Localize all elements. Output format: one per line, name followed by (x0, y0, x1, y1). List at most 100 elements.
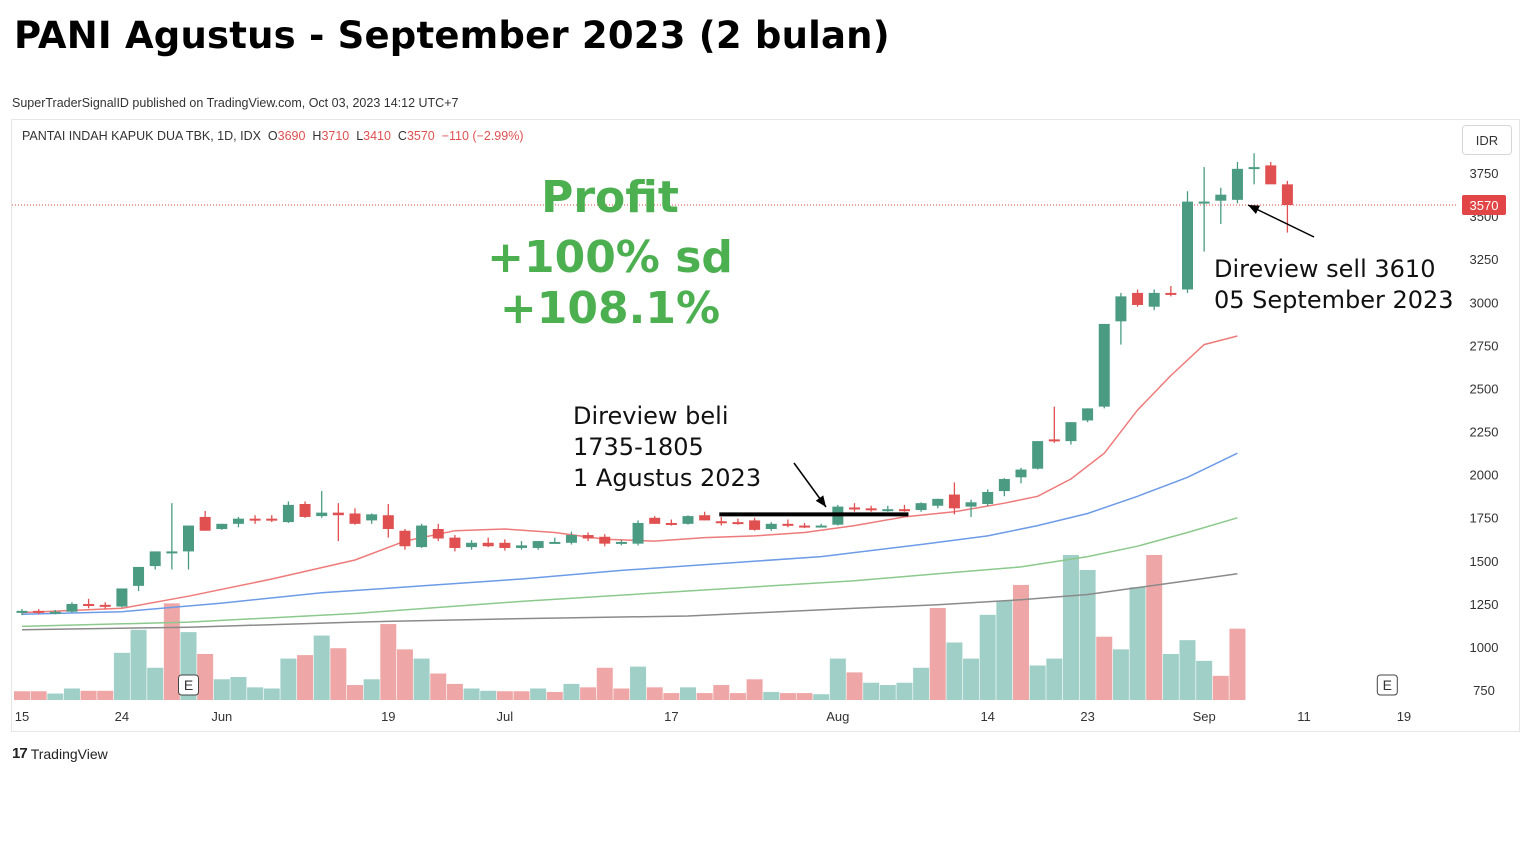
volume-bar (530, 688, 547, 700)
candle-body (749, 520, 761, 530)
candle-body (982, 491, 994, 505)
volume-bar (496, 691, 513, 700)
volume-bar (413, 658, 430, 700)
x-tick-label: 11 (1297, 709, 1311, 724)
volume-bar (513, 691, 530, 700)
volume-bar (47, 693, 64, 700)
low-label: L (356, 129, 364, 143)
candle-body (1198, 201, 1210, 204)
candle-body (266, 518, 278, 521)
last-price-badge (1462, 195, 1506, 216)
volume-bar (996, 601, 1013, 700)
candle-body (466, 542, 478, 548)
buy-annotation: Direview beli 1735-1805 1 Agustus 2023 (573, 401, 761, 494)
x-tick-label: 24 (115, 709, 129, 724)
symbol-name: PANTAI INDAH KAPUK DUA TBK, 1D, IDX (22, 129, 261, 143)
candle-body (682, 516, 694, 524)
x-tick-label: 19 (1397, 709, 1411, 724)
candle-body (1015, 469, 1027, 478)
moving-average-line (21, 335, 1238, 614)
candle-body (516, 545, 527, 548)
y-tick-label: 2000 (1470, 468, 1499, 483)
volume-bar (263, 688, 280, 700)
y-tick-label: 2250 (1470, 425, 1499, 440)
x-tick-label: Sep (1193, 709, 1216, 724)
volume-bar (1212, 675, 1229, 700)
sell-annotation: Direview sell 3610 05 September 2023 (1214, 254, 1454, 316)
published-info: SuperTraderSignalID published on Trading… (12, 96, 459, 110)
volume-bar (746, 679, 763, 700)
low-value: 3410 (363, 129, 391, 143)
sell-annotation-line-1: Direview sell 3610 (1214, 255, 1436, 283)
volume-bar (1196, 660, 1213, 700)
candle-body (632, 522, 644, 544)
volume-bar (14, 691, 30, 700)
volume-bar (380, 624, 397, 700)
volume-bar (30, 691, 47, 700)
volume-bar (929, 607, 946, 700)
currency-button[interactable]: IDR (1462, 125, 1512, 155)
candle-body (882, 509, 894, 512)
y-tick-label: 3250 (1470, 252, 1499, 267)
candle-body (249, 518, 261, 521)
buy-annotation-line-2: 1735-1805 (573, 433, 704, 461)
volume-bar (430, 673, 447, 700)
moving-average-line (21, 517, 1238, 628)
candle-body (932, 498, 944, 506)
earnings-marker-label: E (1383, 677, 1392, 693)
volume-bar (1112, 649, 1129, 700)
volume-bar (347, 685, 363, 700)
high-label: H (312, 129, 322, 143)
volume-bar (280, 658, 297, 700)
candle-body (49, 611, 61, 614)
candle-body (316, 512, 328, 517)
candle-body (366, 514, 378, 521)
earnings-marker-box (1376, 674, 1398, 696)
x-tick-label: Jun (211, 709, 232, 724)
candle-body (1115, 296, 1127, 322)
candle-body (1132, 292, 1144, 305)
x-tick-label: Jul (497, 709, 514, 724)
volume-bar (846, 672, 863, 700)
candle-body (499, 542, 511, 548)
buy-arrow-head (815, 495, 826, 507)
volume-bar (863, 682, 880, 700)
candle-body (782, 523, 794, 526)
x-tick-label: 23 (1080, 709, 1094, 724)
candle-body (1065, 422, 1077, 442)
x-tick-label: Aug (826, 709, 849, 724)
volume-bar (1062, 555, 1079, 700)
tradingview-logo-icon: 17 (12, 745, 28, 762)
candle-body (1281, 184, 1293, 206)
volume-bar (879, 685, 896, 700)
volume-bar (197, 653, 214, 700)
earnings-marker-label: E (184, 677, 193, 693)
tradingview-brand[interactable]: 17 TradingView (12, 745, 108, 762)
candle-body (133, 566, 145, 586)
y-tick-label: 3000 (1470, 295, 1499, 310)
candle-body (1182, 201, 1193, 290)
profit-label: Profit (541, 172, 679, 223)
volume-bar (913, 667, 930, 700)
candle-body (1098, 323, 1110, 407)
candle-body (232, 518, 244, 524)
profit-range: +100% sd +108.1% (487, 232, 733, 334)
volume-bar (1162, 653, 1179, 700)
candle-body (432, 529, 444, 539)
volume-bar (147, 667, 164, 700)
sell-annotation-line-2: 05 September 2023 (1214, 286, 1454, 314)
volume-bar (680, 687, 696, 700)
volume-bar (363, 679, 380, 700)
sell-arrow (1247, 204, 1315, 238)
volume-bar (796, 693, 813, 700)
candle-body (532, 541, 544, 548)
volume-bar (979, 614, 996, 700)
y-tick-label: 2500 (1470, 381, 1499, 396)
x-tick-label: 14 (980, 709, 994, 724)
volume-bar (729, 693, 746, 700)
volume-bar (580, 687, 597, 700)
candle-body (183, 525, 194, 552)
candle-body (1148, 292, 1160, 307)
volume-bar (630, 666, 647, 700)
volume-bar (247, 687, 264, 700)
